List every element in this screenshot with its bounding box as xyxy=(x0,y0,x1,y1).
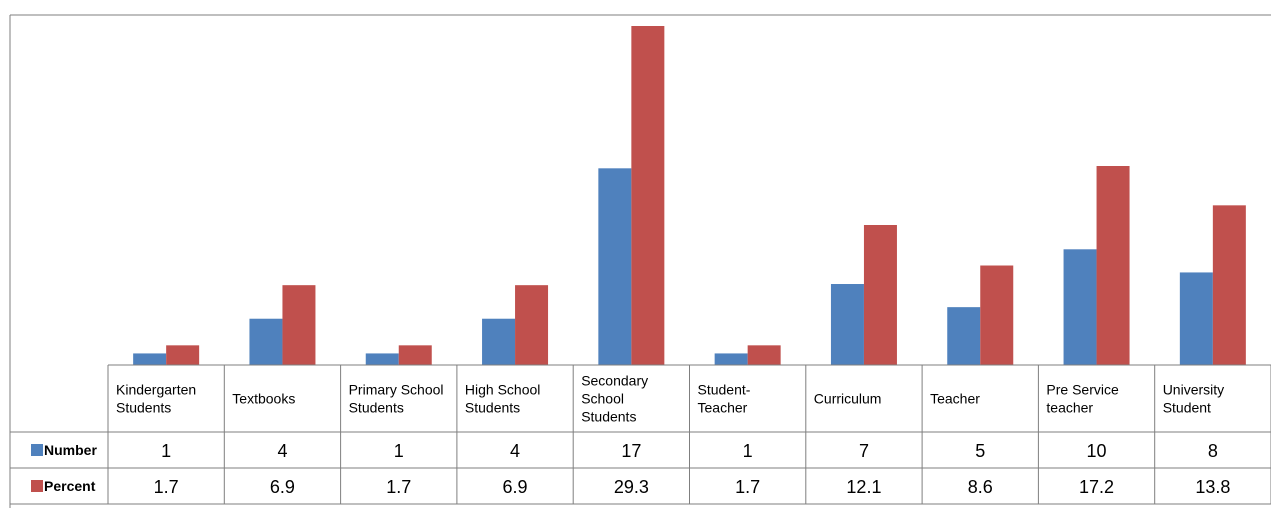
bar-number-3 xyxy=(482,318,516,365)
legend-label-percent: Percent xyxy=(44,478,96,494)
bar-number-2 xyxy=(365,353,399,365)
category-label: Teacher xyxy=(930,391,980,407)
data-label-percent-1: 6.9 xyxy=(270,477,295,497)
legend-swatch-percent xyxy=(31,480,43,492)
bar-percent-1 xyxy=(282,285,316,365)
legend-swatch-number xyxy=(31,444,43,456)
data-label-number-5: 1 xyxy=(743,441,753,461)
category-label: University Student xyxy=(1163,382,1224,416)
bar-percent-8 xyxy=(1096,166,1130,365)
legend-label-number: Number xyxy=(44,442,97,458)
bar-number-6 xyxy=(830,284,864,365)
bar-number-1 xyxy=(249,318,283,365)
bar-number-0 xyxy=(133,353,167,365)
bar-number-9 xyxy=(1179,272,1213,365)
category-label: Textbooks xyxy=(232,391,295,407)
data-label-percent-0: 1.7 xyxy=(154,477,179,497)
bar-percent-2 xyxy=(398,345,432,365)
bar-percent-9 xyxy=(1212,205,1246,365)
category-label: Secondary School Students xyxy=(581,373,648,425)
bars xyxy=(133,26,1246,365)
data-label-number-1: 4 xyxy=(277,441,287,461)
data-label-percent-6: 12.1 xyxy=(846,477,881,497)
data-label-percent-5: 1.7 xyxy=(735,477,760,497)
data-label-number-4: 17 xyxy=(621,441,641,461)
chart-frame xyxy=(9,14,1271,508)
bar-number-5 xyxy=(714,353,748,365)
bar-number-4 xyxy=(598,168,632,365)
category-label: Kindergarten Students xyxy=(116,382,196,416)
data-table: Kindergarten Students Textbooks Primary Sch… xyxy=(10,364,1271,505)
data-label-number-0: 1 xyxy=(161,441,171,461)
data-label-number-7: 5 xyxy=(975,441,985,461)
data-label-percent-7: 8.6 xyxy=(968,477,993,497)
data-label-percent-9: 13.8 xyxy=(1195,477,1230,497)
bar-percent-5 xyxy=(747,345,781,365)
category-label: Student-Teacher xyxy=(698,382,751,416)
category-label: High School Students xyxy=(465,382,541,416)
data-label-number-6: 7 xyxy=(859,441,869,461)
bar-number-7 xyxy=(947,307,981,365)
data-label-percent-4: 29.3 xyxy=(614,477,649,497)
bar-percent-7 xyxy=(980,265,1014,365)
bar-percent-0 xyxy=(166,345,200,365)
bar-percent-3 xyxy=(515,285,549,365)
bar-number-8 xyxy=(1063,249,1097,365)
data-label-number-9: 8 xyxy=(1208,441,1218,461)
bar-percent-4 xyxy=(631,26,665,365)
data-label-percent-3: 6.9 xyxy=(503,477,528,497)
category-label: Pre Service teacher xyxy=(1046,382,1119,416)
data-label-number-3: 4 xyxy=(510,441,520,461)
category-label: Curriculum xyxy=(814,391,882,407)
bar-percent-6 xyxy=(863,225,897,365)
data-label-percent-2: 1.7 xyxy=(386,477,411,497)
data-label-number-2: 1 xyxy=(394,441,404,461)
data-label-percent-8: 17.2 xyxy=(1079,477,1114,497)
data-label-number-8: 10 xyxy=(1087,441,1107,461)
category-label: Primary School Students xyxy=(349,382,444,416)
